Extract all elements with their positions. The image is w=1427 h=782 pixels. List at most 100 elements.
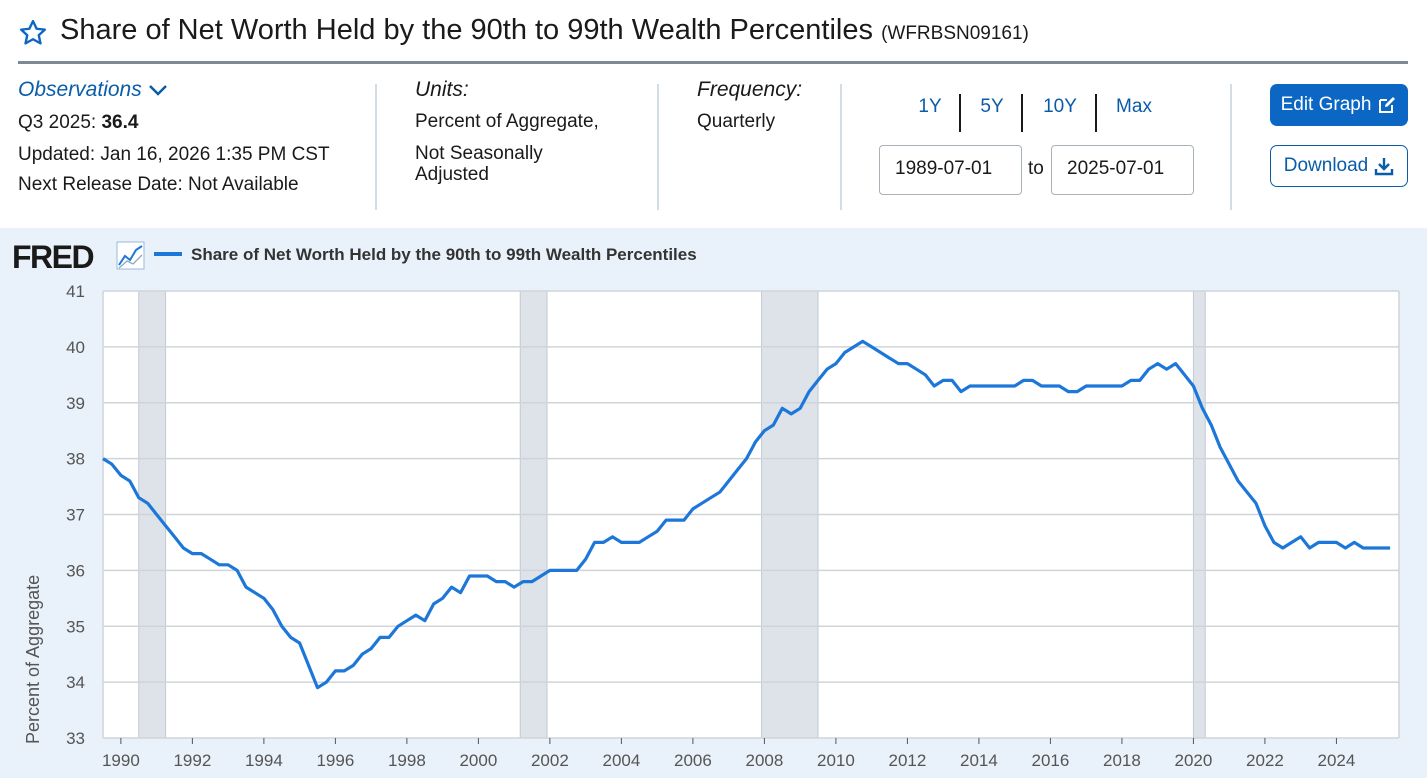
- x-tick-label: 2004: [602, 751, 640, 770]
- edit-icon: [1379, 97, 1396, 113]
- x-tick-label: 1994: [245, 751, 283, 770]
- latest-observation: Q3 2025: 36.4: [18, 111, 330, 134]
- x-tick-label: 2018: [1103, 751, 1141, 770]
- data-point: [869, 344, 874, 349]
- data-point: [976, 384, 981, 389]
- y-tick-label: 36: [66, 561, 85, 580]
- data-point: [431, 601, 436, 606]
- range-max-button[interactable]: Max: [1116, 96, 1152, 117]
- x-tick-label: 2016: [1032, 751, 1070, 770]
- fred-graph-icon: [116, 241, 145, 270]
- data-point: [1021, 378, 1026, 383]
- latest-value: 36.4: [101, 111, 139, 133]
- data-point: [1093, 384, 1098, 389]
- start-date-input[interactable]: 1989-07-01: [879, 145, 1022, 195]
- data-point: [369, 646, 374, 651]
- data-point: [574, 568, 579, 573]
- data-point: [208, 557, 213, 562]
- data-point: [324, 680, 329, 685]
- data-point: [1164, 367, 1169, 372]
- data-point: [619, 540, 624, 545]
- data-point: [485, 574, 490, 579]
- page-header: Share of Net Worth Held by the 90th to 9…: [18, 14, 1408, 64]
- data-point: [1209, 423, 1214, 428]
- data-point: [646, 534, 651, 539]
- edit-graph-label: Edit Graph: [1280, 94, 1372, 115]
- download-icon: [1375, 158, 1394, 176]
- data-point: [1307, 546, 1312, 551]
- data-point: [1236, 479, 1241, 484]
- data-point: [1066, 389, 1071, 394]
- data-point: [127, 479, 132, 484]
- range-5y-button[interactable]: 5Y: [980, 96, 1004, 117]
- data-point: [1271, 540, 1276, 545]
- data-point: [288, 635, 293, 640]
- data-point: [673, 518, 678, 523]
- data-point: [1173, 361, 1178, 366]
- data-point: [547, 568, 552, 573]
- observations-panel: Observations Q3 2025: 36.4 Updated: Jan …: [18, 78, 330, 196]
- data-point: [467, 574, 472, 579]
- data-point: [270, 607, 275, 612]
- data-point: [968, 384, 973, 389]
- data-point: [217, 562, 222, 567]
- data-point: [1111, 384, 1116, 389]
- data-point: [887, 356, 892, 361]
- range-1y-button[interactable]: 1Y: [918, 96, 942, 117]
- data-point: [306, 663, 311, 668]
- data-point: [422, 618, 427, 623]
- data-point: [413, 613, 418, 618]
- y-tick-label: 33: [66, 729, 85, 748]
- data-point: [833, 361, 838, 366]
- data-point: [235, 568, 240, 573]
- x-tick-label: 2014: [960, 751, 998, 770]
- end-date-input[interactable]: 2025-07-01: [1051, 145, 1194, 195]
- data-point: [1379, 546, 1384, 551]
- edit-graph-button[interactable]: Edit Graph: [1270, 84, 1408, 126]
- data-point: [118, 473, 123, 478]
- date-range-to-label: to: [1028, 158, 1044, 179]
- series-title: Share of Net Worth Held by the 90th to 9…: [60, 14, 873, 46]
- star-icon[interactable]: [18, 18, 48, 48]
- data-point: [494, 579, 499, 584]
- data-point: [556, 568, 561, 573]
- data-point: [708, 495, 713, 500]
- latest-period: Q3 2025:: [18, 111, 97, 133]
- updated-text: Updated: Jan 16, 2026 1:35 PM CST: [18, 143, 330, 165]
- data-point: [1316, 540, 1321, 545]
- range-10y-button[interactable]: 10Y: [1043, 96, 1077, 117]
- data-point: [789, 411, 794, 416]
- download-button[interactable]: Download: [1270, 145, 1408, 187]
- observations-toggle[interactable]: Observations: [18, 78, 168, 101]
- data-point: [244, 585, 249, 590]
- data-point: [360, 652, 365, 657]
- x-tick-label: 2024: [1318, 751, 1356, 770]
- data-point: [825, 367, 830, 372]
- data-point: [1298, 534, 1303, 539]
- data-point: [101, 456, 106, 461]
- data-point: [440, 596, 445, 601]
- data-point: [404, 618, 409, 623]
- data-point: [1182, 372, 1187, 377]
- data-point: [610, 534, 615, 539]
- y-tick-label: 35: [66, 617, 85, 636]
- frequency-value: Quarterly: [697, 111, 776, 133]
- x-tick-label: 1996: [316, 751, 354, 770]
- data-point: [1227, 462, 1232, 467]
- observations-label: Observations: [18, 78, 142, 101]
- data-point: [315, 685, 320, 690]
- units-label: Units:: [415, 78, 469, 101]
- data-point: [923, 372, 928, 377]
- data-point: [1128, 378, 1133, 383]
- data-point: [458, 590, 463, 595]
- next-release-text: Next Release Date: Not Available: [18, 173, 299, 195]
- data-point: [896, 361, 901, 366]
- frequency-panel: Frequency: Quarterly: [697, 78, 802, 133]
- data-point: [583, 557, 588, 562]
- data-point: [726, 479, 731, 484]
- data-point: [1352, 540, 1357, 545]
- divider: [375, 84, 377, 210]
- data-point: [637, 540, 642, 545]
- data-point: [136, 495, 141, 500]
- data-point: [226, 562, 231, 567]
